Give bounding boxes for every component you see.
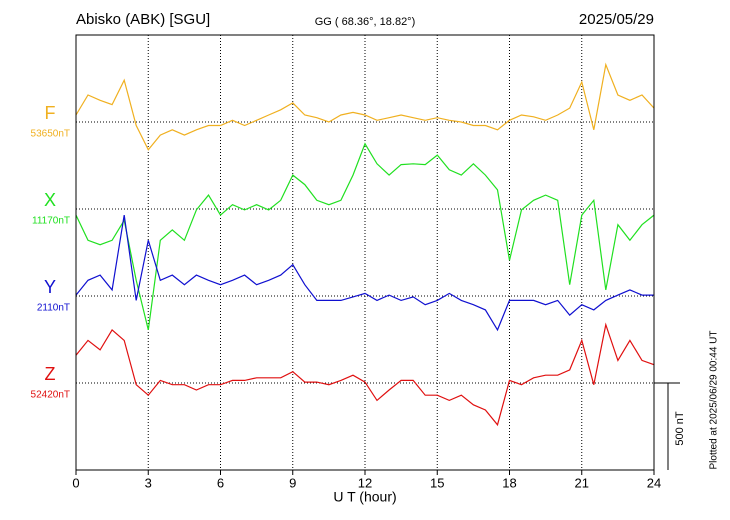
trace	[75, 215, 654, 332]
series-baseline: 53650nT	[31, 129, 70, 140]
series-baseline: 52420nT	[31, 390, 70, 401]
trace	[75, 142, 655, 331]
series-baseline: 2110nT	[37, 303, 70, 314]
x-axis-label: U T (hour)	[333, 489, 396, 505]
chart-date: 2025/05/29	[579, 11, 654, 28]
series-name: F	[45, 103, 56, 123]
series-baseline: 11170nT	[32, 216, 70, 227]
chart-title: Abisko (ABK) [SGU]	[76, 11, 210, 28]
x-tick-label: 15	[430, 475, 444, 490]
plot-frame	[75, 34, 655, 471]
scale-label: 500 nT	[674, 411, 686, 446]
x-tick-label: 0	[72, 475, 79, 490]
chart-subtitle: GG ( 68.36°, 18.82°)	[315, 16, 416, 28]
series-name: Z	[45, 364, 56, 384]
plotted-note: Plotted at 2025/06/29 00:44 UT	[709, 331, 720, 470]
x-tick-label: 12	[358, 475, 372, 490]
x-tick-label: 18	[502, 475, 516, 490]
x-tick-label: 9	[289, 475, 296, 490]
series-name: X	[44, 190, 56, 210]
series-name: Y	[44, 277, 56, 297]
x-tick-label: 6	[217, 475, 224, 490]
trace	[75, 62, 655, 151]
x-tick-label: 21	[575, 475, 589, 490]
x-tick-label: 24	[647, 475, 661, 490]
x-tick-label: 3	[145, 475, 152, 490]
trace	[75, 322, 655, 427]
